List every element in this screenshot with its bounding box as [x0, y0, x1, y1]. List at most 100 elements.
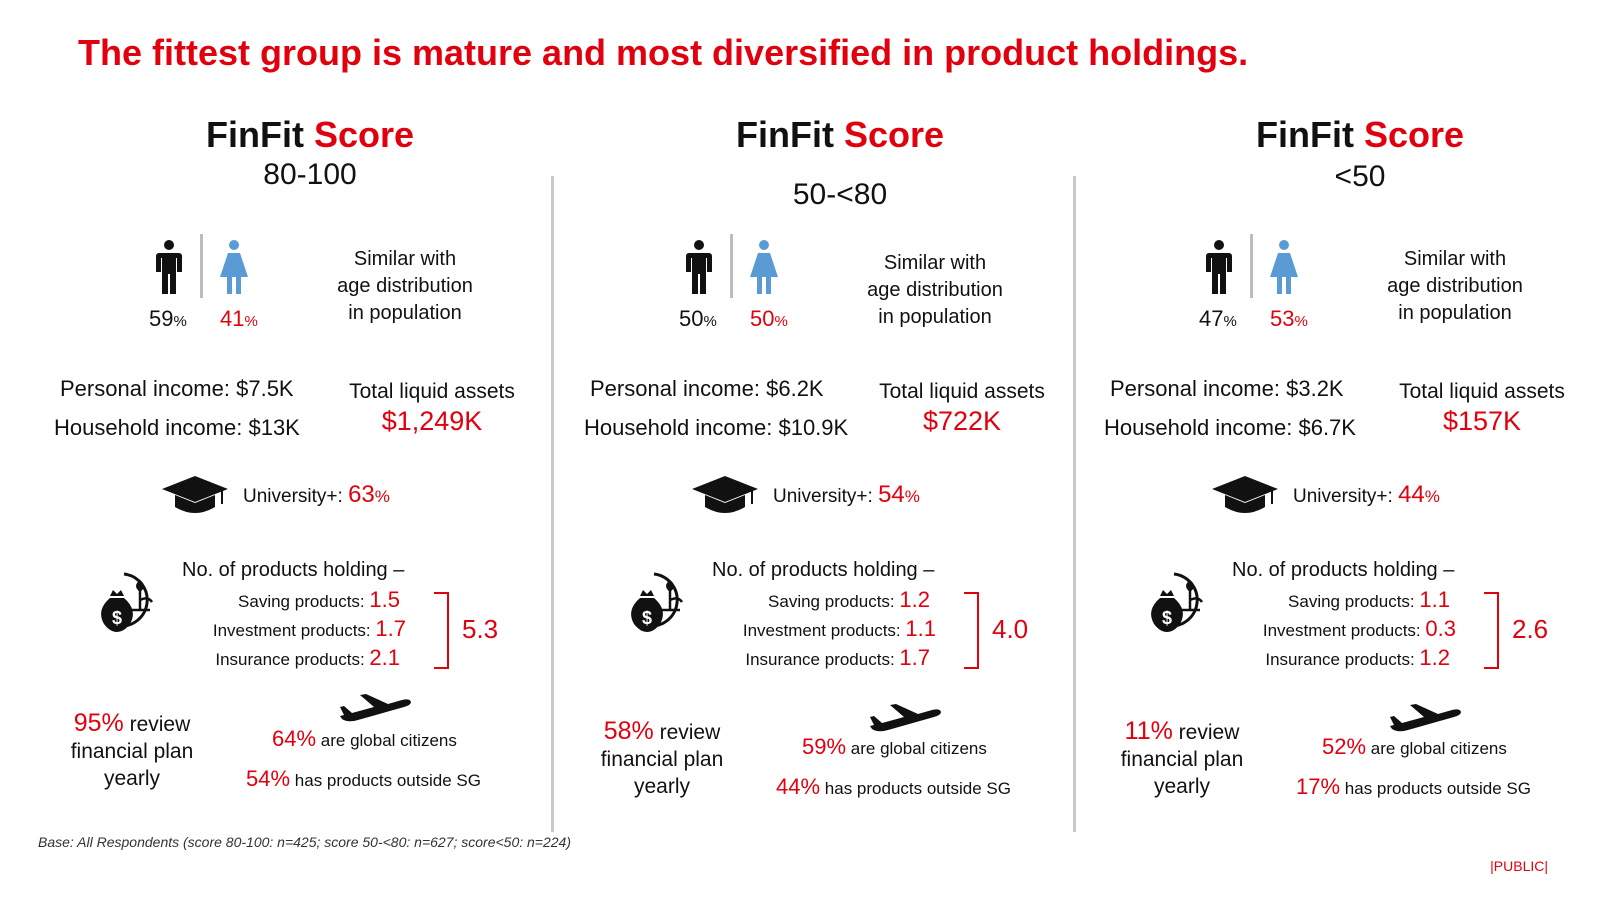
university-label: University+: [1293, 486, 1393, 507]
saving-products: Saving products: 1.2 [690, 587, 930, 613]
female-percent-value: 53 [1270, 306, 1295, 331]
outside-percent: 44% [776, 774, 821, 799]
outside-text: has products outside SG [824, 779, 1011, 798]
review-text: financial plan [70, 740, 194, 763]
university-value: 44% [1398, 481, 1440, 508]
products-total: 2.6 [1512, 614, 1549, 644]
gender-separator [200, 234, 203, 298]
university-percent: 63 [348, 481, 375, 508]
age-note-line: age distribution [337, 275, 473, 297]
global-percent: 64% [272, 726, 317, 751]
household-income-label: Household income: [584, 415, 773, 440]
female-percent: 50% [750, 306, 788, 332]
personal-income-label: Personal income: [1110, 376, 1280, 401]
global-text: are global citizens [1370, 739, 1507, 758]
airplane-icon [1390, 704, 1461, 732]
personal-income-value: $7.5K [236, 376, 294, 401]
university-label: University+: [773, 486, 873, 507]
assets-value: $722K [922, 406, 1002, 436]
svg-text:$: $ [642, 608, 652, 628]
percent-sign: % [173, 313, 187, 330]
saving-value: 1.2 [899, 587, 930, 612]
score-range: 80-100 [263, 158, 357, 191]
age-note-line: in population [878, 306, 992, 328]
outside-percent: 17% [1296, 774, 1341, 799]
svg-text:$: $ [1162, 608, 1172, 628]
gender-separator [730, 234, 733, 298]
score-heading-accent: Score [313, 114, 415, 155]
money-bag-plant-icon: $ [631, 572, 684, 632]
female-percent-value: 50 [750, 306, 775, 331]
personal-income-value: $3.2K [1286, 376, 1344, 401]
percent-sign: % [1223, 313, 1237, 330]
age-note-line: Similar with [883, 252, 987, 274]
insurance-label: Insurance products: [745, 650, 895, 669]
male-percent-value: 47 [1199, 306, 1224, 331]
score-heading: FinFit Score [690, 114, 990, 156]
review-text: yearly [633, 775, 691, 798]
female-percent-value: 41 [220, 306, 245, 331]
age-note-line: Similar with [353, 248, 457, 270]
female-icon [220, 240, 248, 294]
graduation-cap-icon [1212, 476, 1278, 513]
household-income-value: $6.7K [1298, 415, 1356, 440]
classification-label: |PUBLIC| [1490, 858, 1548, 874]
university-label: University+: [243, 486, 343, 507]
investment-value: 1.7 [375, 616, 406, 641]
assets-label: Total liquid assets [349, 380, 515, 403]
university-stat: University+: 63% [243, 481, 390, 509]
page-title: The fittest group is mature and most div… [78, 32, 1249, 73]
review-text: review [1178, 721, 1240, 744]
global-percent: 59% [802, 734, 847, 759]
household-income-value: $13K [248, 415, 300, 440]
review-text: review [129, 713, 191, 736]
personal-income: Personal income: $3.2K [1110, 376, 1344, 402]
university-percent: 54 [878, 481, 905, 508]
products-heading: No. of products holding – [712, 559, 935, 581]
money-bag-plant-icon: $ [101, 572, 154, 632]
review-plan-stat: 11% review financial plan yearly [1102, 718, 1262, 800]
column-divider [1073, 176, 1076, 832]
graduation-cap-icon [162, 476, 228, 513]
products-outside-sg-stat: 54% has products outside SG [246, 766, 481, 792]
male-percent: 47% [1199, 306, 1237, 332]
age-note-line: in population [1398, 302, 1512, 324]
university-value: 63% [348, 481, 390, 508]
percent-sign: % [774, 313, 788, 330]
score-heading-main: FinFit [1255, 114, 1354, 155]
score-heading-main: FinFit [735, 114, 834, 155]
investment-label: Investment products: [742, 621, 901, 640]
household-income-value: $10.9K [778, 415, 849, 440]
score-heading-accent: Score [843, 114, 945, 155]
group-column: FinFit Score 50-<80 50% 50% Similar with… [540, 0, 1068, 900]
investment-label: Investment products: [212, 621, 371, 640]
household-income: Household income: $6.7K [1104, 415, 1356, 441]
insurance-value: 2.1 [369, 645, 400, 670]
saving-value: 1.1 [1419, 587, 1450, 612]
insurance-label: Insurance products: [215, 650, 365, 669]
global-citizens-stat: 59% are global citizens [802, 734, 987, 760]
products-outside-sg-stat: 44% has products outside SG [776, 774, 1011, 800]
male-icon [686, 240, 712, 294]
percent-sign: % [703, 313, 717, 330]
insurance-products: Insurance products: 1.7 [690, 645, 930, 671]
svg-text:$: $ [112, 608, 122, 628]
age-distribution-note: Similar with age distribution in populat… [835, 250, 1035, 331]
saving-products: Saving products: 1.5 [160, 587, 400, 613]
male-percent: 50% [679, 306, 717, 332]
university-stat: University+: 54% [773, 481, 920, 509]
products-heading: No. of products holding – [182, 559, 405, 581]
percent-sign: % [244, 313, 258, 330]
household-income: Household income: $10.9K [584, 415, 848, 441]
age-note-line: age distribution [1387, 275, 1523, 297]
score-heading: FinFit Score [160, 114, 460, 156]
saving-products: Saving products: 1.1 [1210, 587, 1450, 613]
money-bag-plant-icon: $ [1151, 572, 1204, 632]
personal-income-label: Personal income: [60, 376, 230, 401]
percent-sign: % [1424, 487, 1440, 506]
global-text: are global citizens [850, 739, 987, 758]
insurance-value: 1.7 [899, 645, 930, 670]
review-text: financial plan [600, 748, 724, 771]
score-heading-main: FinFit [205, 114, 304, 155]
age-note-line: age distribution [867, 279, 1003, 301]
